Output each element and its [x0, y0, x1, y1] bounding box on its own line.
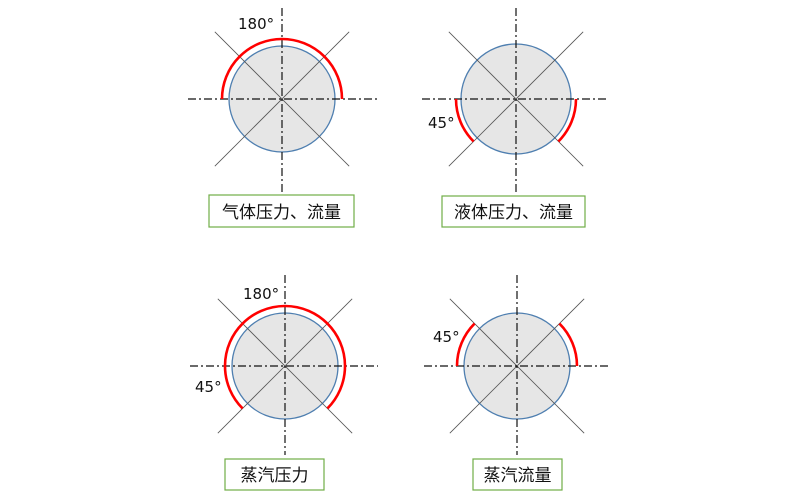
- panel-steam-pressure: 180° 45° 蒸汽压力: [190, 275, 378, 491]
- angle-label-45: 45°: [195, 378, 222, 396]
- tap-range-arc: [223, 304, 347, 410]
- panel-label: 蒸汽压力: [241, 466, 309, 486]
- tap-range-arc: [220, 37, 344, 100]
- panel-steam-flow: 45° 蒸汽流量: [424, 275, 608, 491]
- angle-label-180: 180°: [238, 15, 274, 33]
- label-box: [208, 194, 355, 228]
- tap-range-arc: [558, 322, 579, 367]
- angle-label-45: 45°: [433, 328, 460, 346]
- drawing: [188, 8, 378, 193]
- drawing: [424, 275, 608, 455]
- angle-label-180: 180°: [243, 285, 279, 303]
- label-box: [472, 458, 563, 491]
- label-box: [441, 195, 586, 228]
- panel-label: 气体压力、流量: [222, 203, 341, 223]
- angle-label-45: 45°: [428, 114, 455, 132]
- panel-label: 蒸汽流量: [484, 466, 552, 486]
- tap-range-arc: [455, 322, 476, 367]
- drawing: [422, 8, 608, 193]
- tap-range-arc: [454, 98, 475, 143]
- label-box: [224, 458, 325, 491]
- tap-range-arc: [557, 98, 578, 143]
- panel-gas: 180° 气体压力、流量: [188, 8, 378, 228]
- panel-label: 液体压力、流量: [454, 203, 573, 223]
- drawing: [190, 275, 378, 455]
- panel-liquid: 45° 液体压力、流量: [422, 8, 608, 228]
